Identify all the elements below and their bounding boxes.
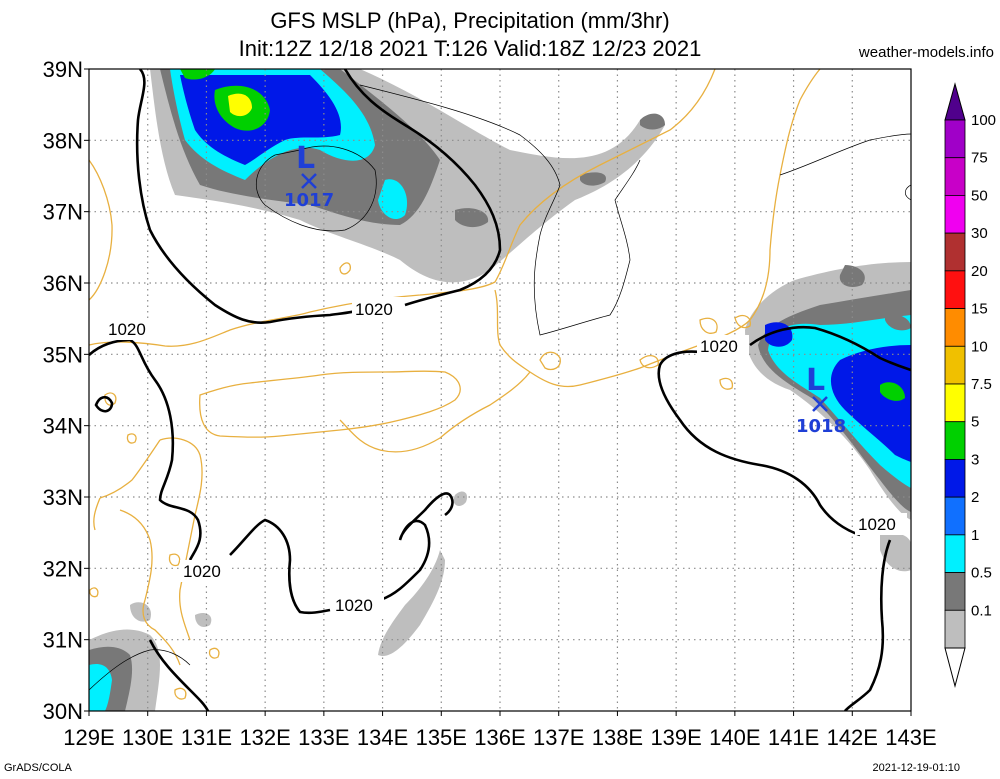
- lat-tick-label: 35N: [43, 342, 83, 367]
- lat-tick-label: 38N: [43, 128, 83, 153]
- colorbar-swatch: [944, 345, 966, 385]
- colorbar-swatch: [944, 383, 966, 423]
- colorbar-label: 7.5: [971, 376, 992, 393]
- generation-timestamp: 2021-12-19-01:10: [872, 762, 960, 774]
- low-marker-pacific: L 1018: [796, 363, 846, 437]
- colorbar-label: 2: [971, 489, 979, 506]
- colorbar-swatch: [944, 308, 966, 347]
- colorbar-label: 75: [971, 150, 988, 167]
- isobar-label: 1020: [108, 320, 146, 339]
- colorbar-swatch: [944, 270, 966, 309]
- lon-tick-label: 131E: [181, 725, 232, 750]
- colorbar-label: 15: [971, 301, 988, 318]
- colorbar-bottom-arrow: [944, 647, 966, 688]
- colorbar-label: 0.5: [971, 565, 992, 582]
- colorbar-swatch: [944, 459, 966, 498]
- isobar-label: 1020: [355, 300, 393, 319]
- precip-area-south: [89, 491, 911, 711]
- colorbar-label: 5: [971, 414, 979, 431]
- precipitation-colorbar: 100 75 50 30 20 15 10 7.5 5 3 2 1 0.5 0.1: [944, 82, 996, 688]
- longitude-axis: 129E 130E 131E 132E 133E 134E 135E 136E 137E 138E…: [63, 711, 937, 750]
- isobar-label: 1020: [335, 596, 373, 615]
- borders: [89, 84, 911, 691]
- low-symbol: L: [806, 363, 825, 398]
- lat-tick-label: 32N: [43, 556, 83, 581]
- lon-tick-label: 142E: [827, 725, 878, 750]
- colorbar-label: 0.1: [971, 602, 992, 619]
- lon-tick-label: 132E: [239, 725, 290, 750]
- colorbar-swatch: [944, 572, 966, 611]
- colorbar-label: 20: [971, 263, 988, 280]
- lon-tick-label: 136E: [474, 725, 525, 750]
- colorbar-swatch: [944, 421, 966, 460]
- precip-area-pacific: [745, 262, 911, 520]
- lat-tick-label: 34N: [43, 414, 83, 439]
- colorbar-label: 3: [971, 451, 979, 468]
- lon-tick-label: 138E: [592, 725, 643, 750]
- colorbar-swatch: [944, 157, 966, 196]
- lat-tick-label: 36N: [43, 271, 83, 296]
- lon-tick-label: 143E: [885, 725, 936, 750]
- lon-tick-label: 139E: [650, 725, 701, 750]
- lat-tick-label: 37N: [43, 200, 83, 225]
- colorbar-label: 10: [971, 338, 988, 355]
- lon-tick-label: 140E: [709, 725, 760, 750]
- low-symbol: L: [296, 141, 315, 176]
- colorbar-swatch: [944, 119, 966, 159]
- latitude-axis: 39N 38N 37N 36N 35N 34N 33N 32N 31N 30N: [43, 57, 89, 724]
- colorbar-swatch: [944, 534, 966, 573]
- lat-tick-label: 33N: [43, 485, 83, 510]
- colorbar-label: 50: [971, 187, 988, 204]
- low-pressure-value: 1017: [284, 190, 334, 211]
- lat-tick-label: 31N: [43, 628, 83, 653]
- lon-tick-label: 133E: [298, 725, 349, 750]
- colorbar-top-arrow: [944, 82, 966, 121]
- colorbar-label: 1: [971, 527, 979, 544]
- colorbar-swatch: [944, 496, 966, 536]
- chart-title: GFS MSLP (hPa), Precipitation (mm/3hr): [270, 8, 670, 33]
- low-pressure-value: 1018: [796, 416, 846, 437]
- lon-tick-label: 135E: [416, 725, 467, 750]
- chart-subtitle: Init:12Z 12/18 2021 T:126 Valid:18Z 12/2…: [238, 36, 702, 61]
- software-credit: GrADS/COLA: [4, 762, 72, 774]
- source-label: weather-models.info: [858, 44, 994, 61]
- isobar-label: 1020: [183, 562, 221, 581]
- colorbar-label: 30: [971, 225, 988, 242]
- colorbar-swatch: [944, 195, 966, 234]
- isobar-labels: 1020 1020 1020 1020 1020 1020: [105, 297, 907, 616]
- map-plot-area: 1020 1020 1020 1020 1020 1020 L 1017 L 1…: [89, 69, 911, 711]
- isobar-label: 1020: [700, 337, 738, 356]
- lon-tick-label: 129E: [63, 725, 114, 750]
- low-marker-sea-of-japan: L 1017: [284, 141, 334, 211]
- isobar-label: 1020: [858, 515, 896, 534]
- precip-area-sea-of-japan: [150, 69, 665, 283]
- lon-tick-label: 134E: [357, 725, 408, 750]
- lon-tick-label: 130E: [122, 725, 173, 750]
- colorbar-swatch: [944, 232, 966, 272]
- colorbar-swatch: [944, 609, 966, 649]
- lat-tick-label: 39N: [43, 57, 83, 82]
- isobars: [89, 69, 911, 711]
- lon-tick-label: 141E: [768, 725, 819, 750]
- colorbar-label: 100: [971, 112, 996, 129]
- lon-tick-label: 137E: [533, 725, 584, 750]
- lat-tick-label: 30N: [43, 699, 83, 724]
